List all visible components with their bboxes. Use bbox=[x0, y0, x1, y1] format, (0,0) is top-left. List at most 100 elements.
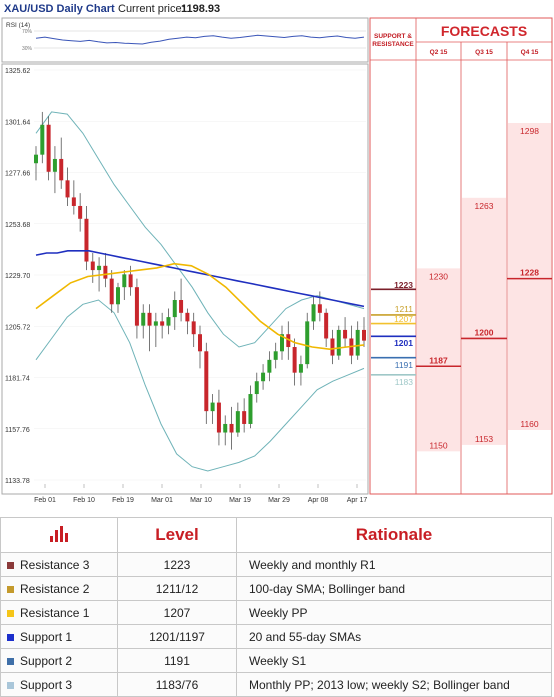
candle-body bbox=[46, 124, 51, 172]
y-tick-label: 1253.68 bbox=[5, 222, 30, 229]
bar-chart-icon bbox=[50, 525, 68, 542]
row-name: Resistance 3 bbox=[20, 557, 90, 572]
candle-body bbox=[52, 158, 57, 172]
chart-title: XAU/USD Daily Chart bbox=[4, 3, 115, 15]
candle-body bbox=[292, 347, 297, 373]
row-level: 1191 bbox=[117, 648, 237, 673]
chart-area: XAU/USD Daily Chart Current price: 1198.… bbox=[1, 3, 553, 504]
row-rationale: Weekly PP bbox=[236, 600, 552, 625]
sr-label: 1211 bbox=[395, 304, 414, 314]
candle-body bbox=[179, 300, 184, 313]
candle-body bbox=[210, 402, 215, 412]
candle-body bbox=[343, 329, 348, 339]
candle-body bbox=[216, 402, 221, 433]
resistance-3-swatch bbox=[7, 561, 14, 569]
quarter-q3: Q3 15 bbox=[475, 49, 493, 56]
y-tick-label: 1325.62 bbox=[5, 68, 30, 75]
support-2-swatch bbox=[7, 657, 14, 665]
y-tick-label: 1181.74 bbox=[5, 376, 30, 383]
candle-body bbox=[273, 351, 278, 360]
candle-body bbox=[235, 411, 240, 433]
candle-body bbox=[147, 312, 152, 326]
y-tick-label: 1277.66 bbox=[5, 171, 30, 178]
forecast-mid-q3: 1200 bbox=[475, 327, 494, 337]
sr-label-line2: RESISTANCE bbox=[372, 41, 414, 48]
candle-body bbox=[286, 334, 291, 348]
x-axis-labels: Feb 01 Feb 10 Feb 19 Mar 01 Mar 10 Mar 19 Mar … bbox=[34, 484, 367, 504]
candle-body bbox=[185, 312, 190, 322]
candle-body bbox=[128, 274, 133, 288]
rsi-line bbox=[35, 34, 365, 45]
forecast-low-q4: 1160 bbox=[520, 419, 539, 429]
row-level: 1223 bbox=[117, 552, 237, 577]
candle-body bbox=[153, 321, 158, 326]
levels-table: Level Rationale Resistance 3 1223 Weekly… bbox=[0, 517, 552, 697]
price-value: 1198.93 bbox=[181, 3, 220, 15]
candle-body bbox=[254, 381, 259, 395]
table-row: Support 1 1201/1197 20 and 55-day SMAs bbox=[0, 624, 552, 649]
row-rationale: Weekly S1 bbox=[236, 648, 552, 673]
resistance-2-swatch bbox=[7, 585, 14, 593]
sr-label: 1201 bbox=[394, 338, 413, 348]
candle-body bbox=[78, 205, 83, 219]
support-1-swatch bbox=[7, 633, 14, 641]
candle-body bbox=[261, 372, 266, 382]
quarter-q4: Q4 15 bbox=[521, 49, 539, 56]
moving-averages bbox=[35, 250, 365, 351]
x-tick-label: Feb 19 bbox=[112, 497, 134, 504]
row-name: Support 1 bbox=[20, 629, 73, 644]
rsi-panel bbox=[1, 17, 369, 63]
candle-body bbox=[97, 265, 102, 271]
candle-body bbox=[324, 312, 329, 339]
x-tick-label: Mar 10 bbox=[190, 497, 212, 504]
table-header-icon-cell bbox=[0, 517, 118, 553]
row-name: Resistance 2 bbox=[20, 581, 90, 596]
sr-label: 1207 bbox=[394, 314, 413, 324]
candle-body bbox=[198, 334, 202, 352]
forecast-high-q3: 1263 bbox=[475, 201, 494, 211]
bollinger-bands bbox=[35, 111, 365, 472]
candle-body bbox=[242, 411, 247, 424]
price-label: Current price: bbox=[118, 3, 185, 15]
candle-body bbox=[141, 312, 146, 326]
candle-body bbox=[166, 317, 171, 326]
candle-body bbox=[305, 321, 310, 365]
forecast-range-q3 bbox=[462, 197, 506, 445]
candle-body bbox=[280, 334, 284, 352]
candle-body bbox=[71, 197, 76, 206]
x-tick-label: Apr 08 bbox=[308, 497, 329, 504]
candle-body bbox=[59, 158, 64, 181]
y-tick-label: 1301.64 bbox=[5, 119, 30, 126]
quarter-q2: Q2 15 bbox=[430, 49, 448, 56]
forecast-high-q2: 1230 bbox=[429, 271, 448, 281]
forecast-range-q2 bbox=[417, 268, 460, 452]
rsi-tick-30: 30% bbox=[22, 46, 33, 52]
candle-body bbox=[172, 300, 177, 318]
candle-body bbox=[90, 261, 95, 271]
candle-body bbox=[223, 423, 228, 433]
x-tick-label: Feb 01 bbox=[34, 497, 56, 504]
x-tick-label: Apr 17 bbox=[347, 497, 368, 504]
candle-body bbox=[116, 287, 120, 305]
candle-body bbox=[248, 394, 253, 424]
forecast-range-q4 bbox=[508, 123, 551, 430]
sr-label: 1191 bbox=[395, 360, 414, 370]
table-row: Resistance 1 1207 Weekly PP bbox=[0, 600, 552, 625]
candle-body bbox=[109, 278, 114, 305]
sr-label: 1223 bbox=[394, 280, 413, 290]
candle-body bbox=[311, 304, 316, 322]
table-row: Support 2 1191 Weekly S1 bbox=[0, 648, 552, 673]
row-rationale: 100-day SMA; Bollinger band bbox=[236, 576, 552, 601]
rsi-label: RSI (14) bbox=[6, 22, 30, 29]
candle-body bbox=[84, 218, 89, 262]
candle-body bbox=[355, 329, 360, 356]
candle-body bbox=[65, 180, 70, 198]
row-level: 1207 bbox=[117, 600, 237, 625]
candle-body bbox=[122, 274, 127, 288]
row-rationale: Monthly PP; 2013 low; weekly S2; Bolling… bbox=[236, 672, 552, 697]
rsi-tick-70: 70% bbox=[22, 29, 33, 35]
row-name: Resistance 1 bbox=[20, 605, 90, 620]
candle-body bbox=[204, 351, 209, 412]
y-tick-label: 1229.70 bbox=[5, 273, 30, 280]
